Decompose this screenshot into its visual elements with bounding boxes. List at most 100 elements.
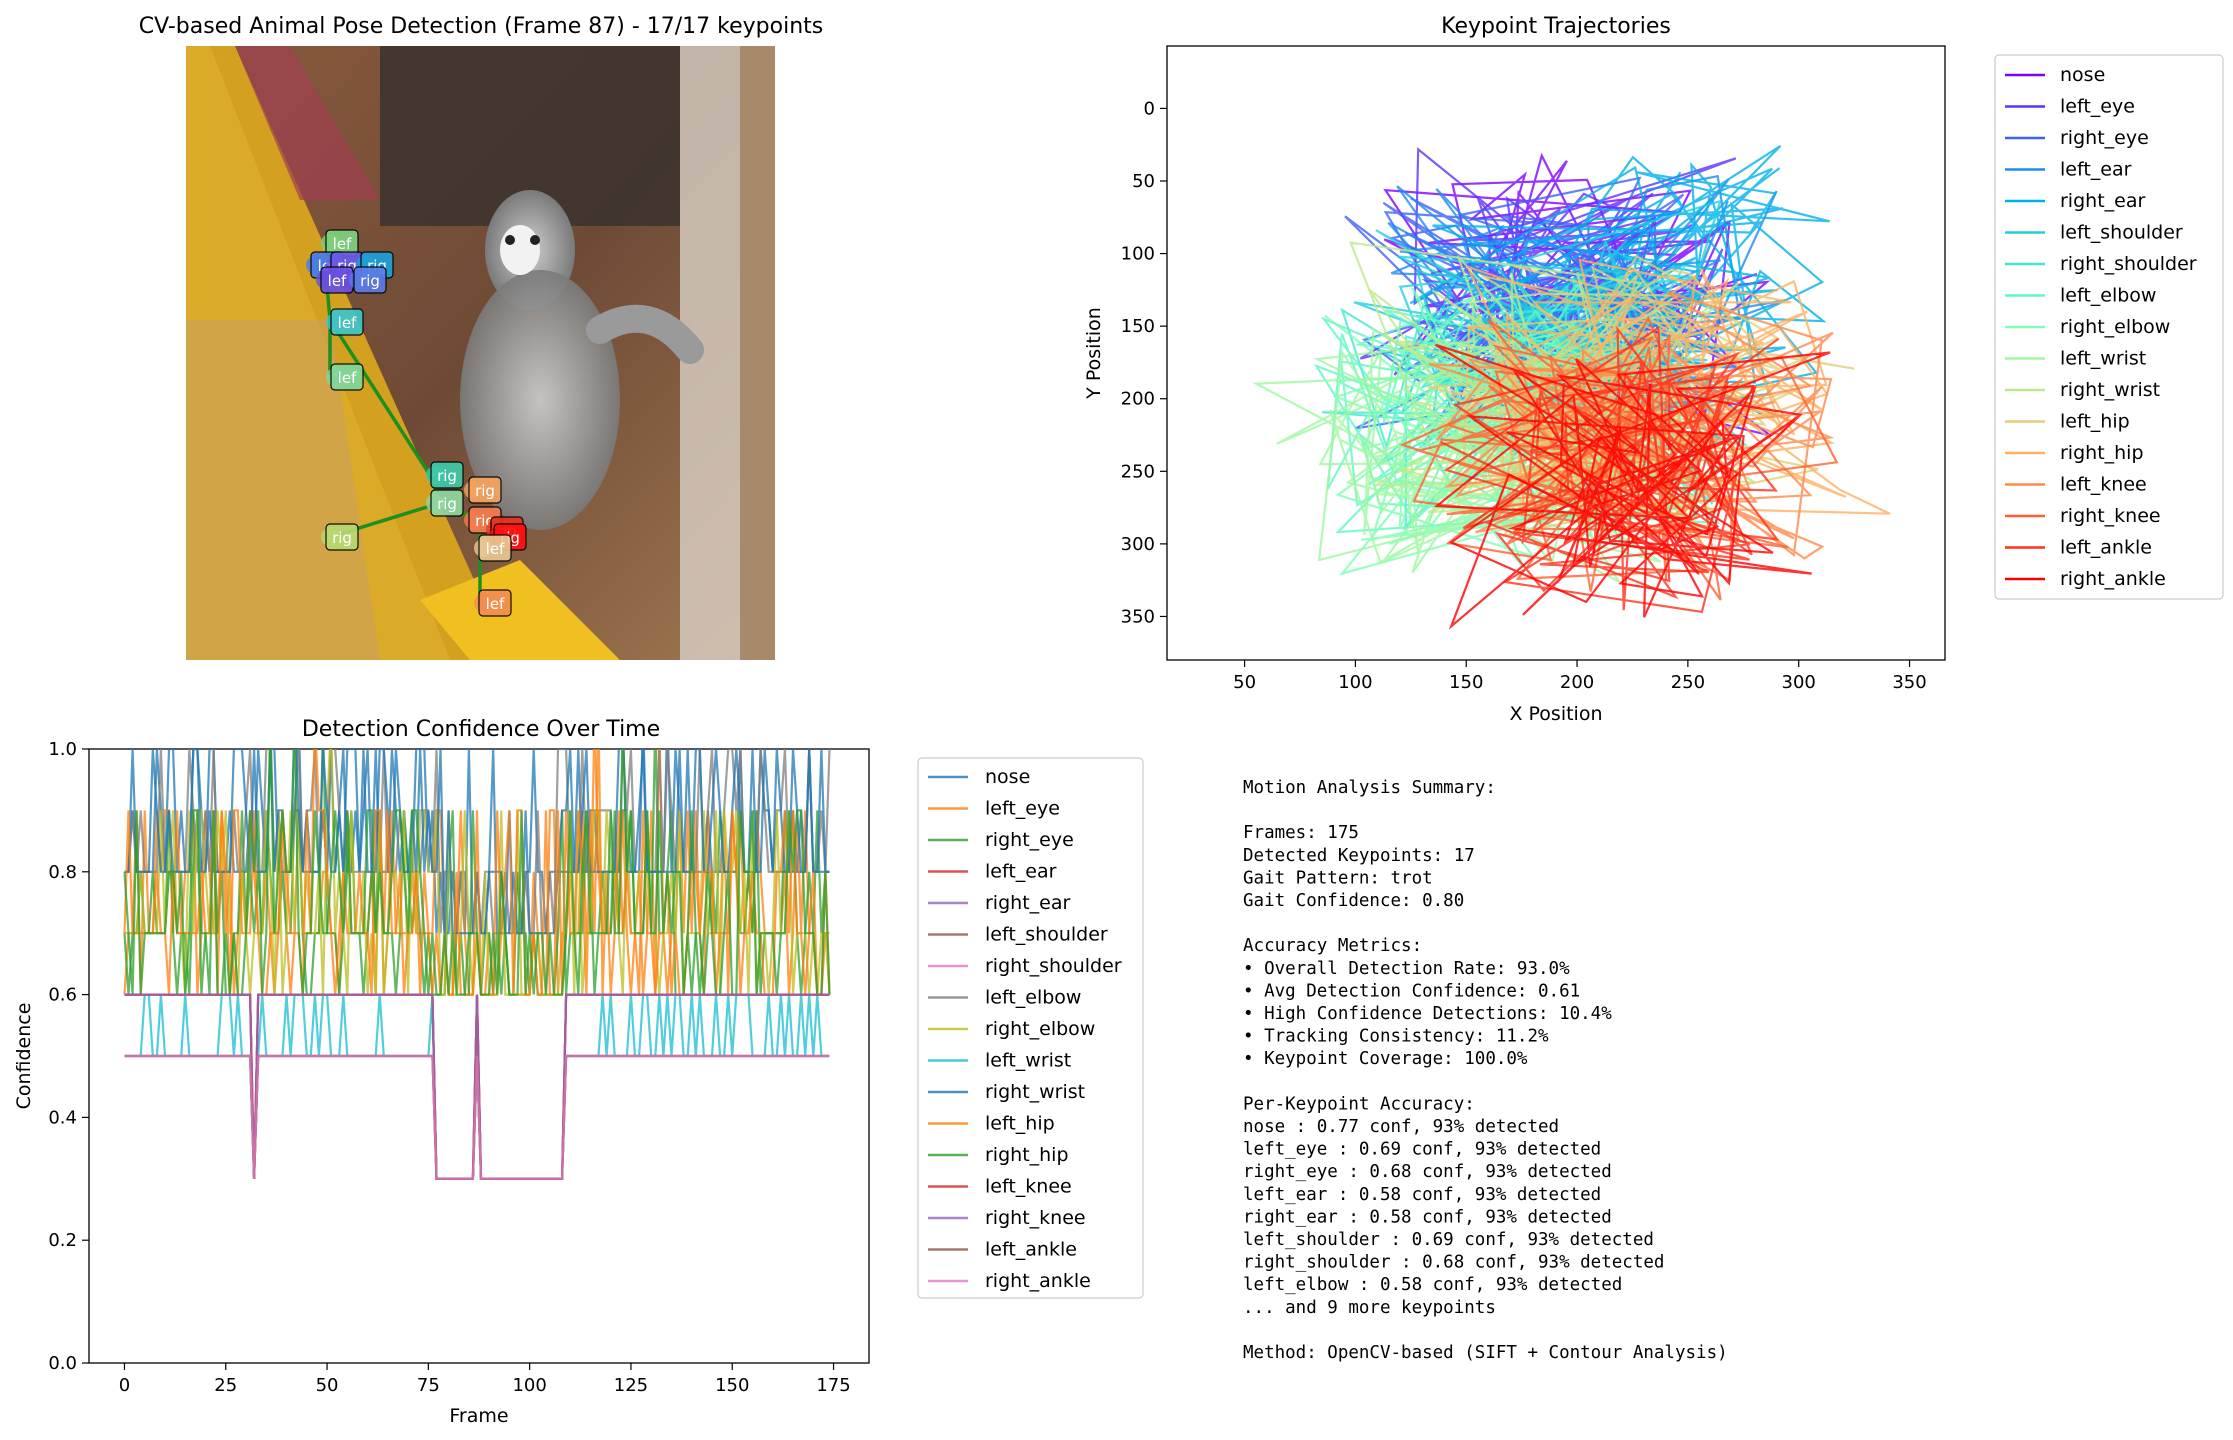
legend-label: left_hip: [985, 1113, 1055, 1135]
legend-label: left_ankle: [2060, 537, 2152, 559]
confidence-legend: nose left_eye right_eye left_ear right_earle…: [917, 757, 1144, 1299]
legend-frame: [1994, 54, 2224, 600]
legend-label: right_knee: [2060, 505, 2161, 527]
confidence-line-right_knee: [124, 993, 830, 1180]
y-tick-label: 1.0: [48, 739, 77, 760]
summary-line: Accuracy Metrics:: [1243, 936, 1422, 956]
pose-panel-title: CV-based Animal Pose Detection (Frame 87…: [139, 14, 823, 39]
keypoint-label: lef: [328, 272, 347, 290]
y-tick-label: 0.2: [48, 1230, 77, 1251]
legend-label: right_wrist: [2060, 379, 2160, 401]
keypoint-label: rig: [437, 495, 457, 513]
summary-line: left_ear : 0.58 conf, 93% detected: [1243, 1185, 1601, 1205]
confidence-y-ticks: 0.0 0.2 0.4 0.6 0.8 1.0: [48, 739, 89, 1374]
keypoint-label: lef: [338, 369, 357, 387]
trajectories-legend: nose left_eye right_eye left_ear right_earle…: [1994, 54, 2224, 600]
trajectory-line-right_ankle: [1433, 343, 1831, 630]
legend-label: right_elbow: [985, 1018, 1095, 1040]
keypoint-label-box: [330, 363, 364, 391]
y-tick-label: 350: [1121, 606, 1155, 627]
confidence-title: Detection Confidence Over Time: [302, 717, 660, 742]
x-tick-label: 75: [417, 1375, 440, 1396]
trajectories-ylabel: Y Position: [1083, 307, 1105, 400]
y-tick-label: 100: [1121, 244, 1155, 265]
legend-label: right_eye: [2060, 127, 2149, 149]
summary-line: • Overall Detection Rate: 93.0%: [1243, 959, 1570, 979]
keypoint-label: rig: [475, 482, 495, 500]
keypoint-label: lef: [333, 235, 352, 253]
y-tick-label: 0: [1144, 98, 1155, 119]
legend-label: left_hip: [2060, 411, 2130, 433]
legend-label: right_eye: [985, 829, 1074, 851]
legend-label: left_wrist: [2060, 348, 2146, 370]
keypoint-label-box: [430, 489, 464, 517]
summary-line: right_ear : 0.58 conf, 93% detected: [1243, 1207, 1612, 1227]
x-tick-label: 50: [316, 1375, 339, 1396]
legend-label: nose: [2060, 64, 2105, 86]
confidence-xlabel: Frame: [449, 1405, 508, 1427]
trajectories-chart: Keypoint Trajectories 50 100 150 200 250 300 3…: [1083, 14, 2224, 725]
legend-frame: [917, 757, 1144, 1299]
confidence-line-right_wrist: [124, 749, 830, 935]
legend-label: right_knee: [985, 1207, 1086, 1229]
legend-label: nose: [985, 766, 1030, 788]
legend-label: left_shoulder: [985, 924, 1108, 946]
trajectories-series-lines: [1252, 144, 1891, 630]
legend-label: right_ankle: [985, 1270, 1091, 1292]
legend-label: right_hip: [2060, 442, 2144, 464]
legend-label: right_wrist: [985, 1081, 1085, 1103]
pose-panel: CV-based Animal Pose Detection (Frame 87…: [139, 14, 823, 660]
legend-label: left_eye: [985, 798, 1060, 820]
y-tick-label: 50: [1132, 171, 1155, 192]
legend-label: left_eye: [2060, 96, 2135, 118]
x-tick-label: 175: [816, 1375, 850, 1396]
y-tick-label: 200: [1121, 389, 1155, 410]
trajectories-title: Keypoint Trajectories: [1441, 14, 1671, 39]
legend-label: right_elbow: [2060, 316, 2170, 338]
confidence-series-lines: [123, 749, 831, 1180]
x-tick-label: 25: [214, 1375, 237, 1396]
trajectories-xlabel: X Position: [1509, 703, 1602, 725]
summary-line: • Avg Detection Confidence: 0.61: [1243, 981, 1580, 1001]
legend-label: left_ear: [2060, 159, 2132, 181]
summary-line: Gait Pattern: trot: [1243, 868, 1433, 888]
keypoint-label-box: [478, 534, 512, 562]
confidence-line-right_ankle: [124, 1054, 830, 1180]
keypoint-label-box: [353, 266, 387, 294]
summary-line: Motion Analysis Summary:: [1243, 778, 1496, 798]
x-tick-label: 0: [119, 1375, 130, 1396]
trajectories-x-ticks: 50 100 150 200 250 300 350: [1233, 660, 1927, 693]
y-tick-label: 0.8: [48, 862, 77, 883]
summary-line: • Tracking Consistency: 11.2%: [1243, 1027, 1549, 1047]
legend-label: right_shoulder: [985, 955, 1122, 977]
legend-label: left_elbow: [985, 987, 1081, 1009]
keypoint-label: rig: [360, 272, 380, 290]
x-tick-label: 300: [1782, 672, 1816, 693]
summary-line: left_elbow : 0.58 conf, 93% detected: [1243, 1275, 1622, 1295]
summary-line: Per-Keypoint Accuracy:: [1243, 1094, 1475, 1114]
legend-label: right_hip: [985, 1144, 1069, 1166]
keypoint-label-box: [468, 476, 502, 504]
y-tick-label: 0.4: [48, 1107, 77, 1128]
keypoint-label: rig: [332, 529, 352, 547]
y-tick-label: 300: [1121, 534, 1155, 555]
keypoint-label: lef: [486, 595, 505, 613]
confidence-ylabel: Confidence: [13, 1003, 35, 1110]
legend-label: left_ear: [985, 861, 1057, 883]
summary-line: Detected Keypoints: 17: [1243, 846, 1475, 866]
keypoint-label: lef: [338, 314, 357, 332]
keypoint-label: rig: [437, 467, 457, 485]
legend-label: right_ear: [2060, 190, 2145, 212]
legend-label: left_elbow: [2060, 285, 2156, 307]
summary-line: nose : 0.77 conf, 93% detected: [1243, 1117, 1559, 1137]
x-tick-label: 150: [1449, 672, 1483, 693]
summary-line: ... and 9 more keypoints: [1243, 1298, 1496, 1318]
legend-label: left_shoulder: [2060, 222, 2183, 244]
pose-photo: [186, 46, 775, 660]
x-tick-label: 200: [1560, 672, 1594, 693]
legend-label: left_ankle: [985, 1239, 1077, 1261]
keypoint-label-box: [330, 308, 364, 336]
keypoint-label-box: [325, 523, 359, 551]
x-tick-label: 150: [715, 1375, 749, 1396]
